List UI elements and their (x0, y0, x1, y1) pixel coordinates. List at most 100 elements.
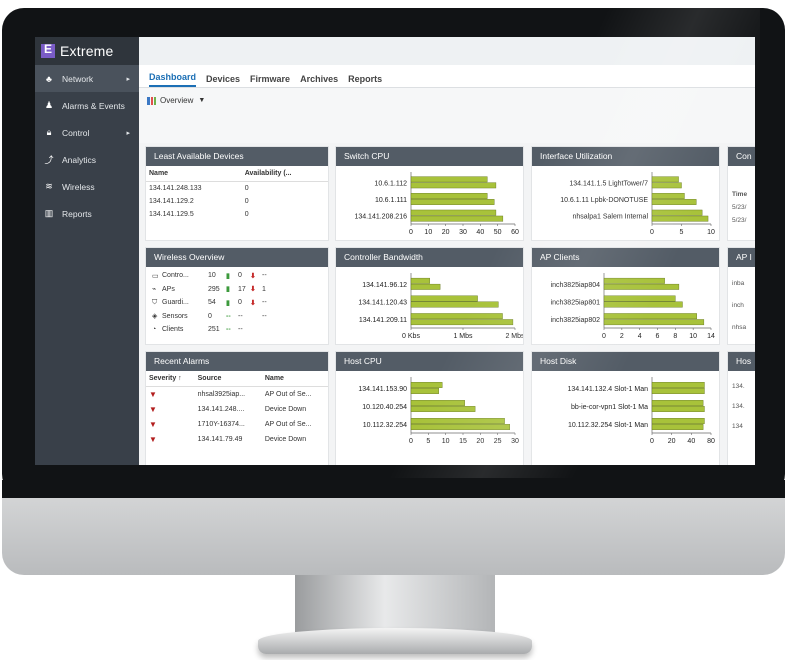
widget-title[interactable]: Recent Alarms (146, 352, 328, 371)
bar[interactable] (603, 301, 683, 308)
extra-value: 1 (262, 285, 266, 293)
widget-title[interactable]: Host CPU (336, 352, 523, 371)
widget-title[interactable]: Controller Bandwidth (336, 248, 523, 267)
widget-title[interactable]: AP I (728, 248, 755, 267)
widget-title[interactable]: Hos (728, 352, 755, 371)
bar[interactable] (410, 176, 488, 183)
widget-ap-clients: AP Clients inch3825iap804 inch3825iap801 i… (531, 247, 720, 345)
bar[interactable] (410, 424, 511, 430)
list-item[interactable]: ◔ Clients 251 -- -- (152, 323, 328, 337)
partial-text: inch (732, 302, 744, 309)
bar[interactable] (651, 176, 679, 183)
bar[interactable] (651, 209, 703, 216)
tick-label: 0 (409, 438, 413, 445)
table-cell: 134.141.129.2 (149, 198, 194, 205)
widget-title[interactable]: Wireless Overview (146, 248, 328, 267)
tick-label: 6 (656, 333, 660, 340)
device-type-icon: ◈ (152, 313, 158, 321)
bar[interactable] (410, 301, 499, 308)
tick-label: 40 (476, 229, 484, 236)
bar[interactable] (410, 400, 465, 406)
bar[interactable] (410, 193, 488, 199)
table-row[interactable]: ▼ 134.141.248.... Device Down (146, 402, 328, 417)
bar[interactable] (410, 313, 503, 320)
sidebar-item-alarms-events[interactable]: ♟ Alarms & Events (35, 92, 139, 119)
partial-text: 5/23/ (732, 204, 747, 211)
bar[interactable] (603, 277, 665, 284)
bar[interactable] (603, 313, 697, 320)
bar-chart-icon (147, 96, 156, 105)
bar[interactable] (410, 199, 495, 205)
widget-title[interactable]: Least Available Devices (146, 147, 328, 166)
partial-text: nhsa (732, 324, 747, 331)
sidebar-item-reports[interactable]: ▥ Reports (35, 200, 139, 227)
bar[interactable] (410, 215, 504, 222)
sidebar-item-label: Reports (62, 208, 92, 219)
bar[interactable] (410, 283, 441, 290)
overview-dropdown[interactable]: Overview ▼ (147, 96, 205, 105)
category-label: 134.141.1.5 LightTower/7 (569, 180, 648, 187)
tab-archives[interactable]: Archives (300, 74, 339, 84)
bar[interactable] (603, 319, 705, 326)
table-cell: 134.141.248.133 (149, 185, 202, 192)
category-label: 10.112.32.254 Slot-1 Man (568, 422, 648, 429)
bar[interactable] (651, 193, 685, 199)
tab-reports[interactable]: Reports (348, 74, 383, 84)
bar[interactable] (651, 424, 704, 430)
bar[interactable] (410, 418, 505, 424)
table-row[interactable]: 134.141.129.2 0 (146, 195, 328, 208)
bar[interactable] (410, 295, 478, 302)
bar[interactable] (410, 277, 430, 284)
column-header[interactable]: Severity ↑ (146, 371, 195, 387)
ap-clients-chart: inch3825iap804 inch3825iap801 inch3825iap8… (551, 273, 715, 340)
tab-dashboard[interactable]: Dashboard (149, 72, 197, 87)
column-header[interactable]: Availability (... (241, 166, 328, 182)
widget-title[interactable]: Interface Utilization (532, 147, 719, 166)
app-logo[interactable]: Extreme (35, 37, 139, 65)
table-row[interactable]: ▼ nhsal3925iap... AP Out of Se... (146, 387, 328, 403)
tab-firmware[interactable]: Firmware (250, 74, 291, 84)
bar[interactable] (603, 295, 676, 302)
overview-label: Overview (160, 96, 194, 105)
bar[interactable] (651, 382, 705, 388)
bar[interactable] (410, 382, 443, 388)
bar[interactable] (651, 388, 705, 394)
tick-label: 8 (673, 333, 677, 340)
bar[interactable] (410, 406, 476, 412)
bar[interactable] (603, 283, 680, 290)
count-value: 0 (208, 312, 212, 320)
host-cpu-chart: 134.141.153.90 10.120.40.254 10.112.32.254… (358, 377, 519, 445)
column-header[interactable]: Source (194, 371, 262, 387)
bar[interactable] (410, 388, 439, 394)
bar[interactable] (651, 418, 705, 424)
bar[interactable] (651, 199, 697, 205)
bar[interactable] (651, 400, 704, 406)
tab-bar: Dashboard Devices Firmware Archives Reports (139, 65, 755, 88)
table-row[interactable]: 134.141.129.5 0 (146, 208, 328, 221)
sidebar-item-wireless[interactable]: ≋ Wireless (35, 173, 139, 200)
sidebar-item-control[interactable]: 🔒︎ Control ▸ (35, 119, 139, 146)
bar[interactable] (651, 182, 682, 189)
table-row[interactable]: 134.141.248.133 0 (146, 182, 328, 196)
widget-title[interactable]: Switch CPU (336, 147, 523, 166)
sidebar-item-network[interactable]: ♣ Network ▸ (35, 65, 139, 92)
bar[interactable] (651, 406, 705, 412)
bar[interactable] (410, 319, 514, 326)
bar[interactable] (410, 182, 497, 189)
widget-title[interactable]: Con (728, 147, 755, 166)
table-row[interactable]: ▼ 134.141.79.49 Device Down (146, 432, 328, 447)
list-item[interactable]: ⛉ Guardi... 54 ▮ 0 ⬇ -- (152, 296, 328, 310)
list-item[interactable]: ◈ Sensors 0 -- -- -- (152, 310, 328, 324)
widget-title[interactable]: AP Clients (532, 248, 719, 267)
widget-title[interactable]: Host Disk (532, 352, 719, 371)
column-header[interactable]: Name (261, 371, 328, 387)
list-item[interactable]: ⌁ APs 295 ▮ 17 ⬇ 1 (152, 283, 328, 297)
table-row[interactable]: ▼ 1710Y-16374... AP Out of Se... (146, 417, 328, 432)
column-header[interactable]: Name (146, 166, 242, 182)
bar[interactable] (410, 209, 497, 216)
tab-devices[interactable]: Devices (206, 74, 241, 84)
list-item[interactable]: ▭ Contro... 10 ▮ 0 ⬇ -- (152, 269, 328, 283)
sidebar-item-analytics[interactable]: ⤴ Analytics (35, 146, 139, 173)
wifi-icon: ≋ (45, 181, 53, 191)
bar[interactable] (651, 215, 709, 222)
